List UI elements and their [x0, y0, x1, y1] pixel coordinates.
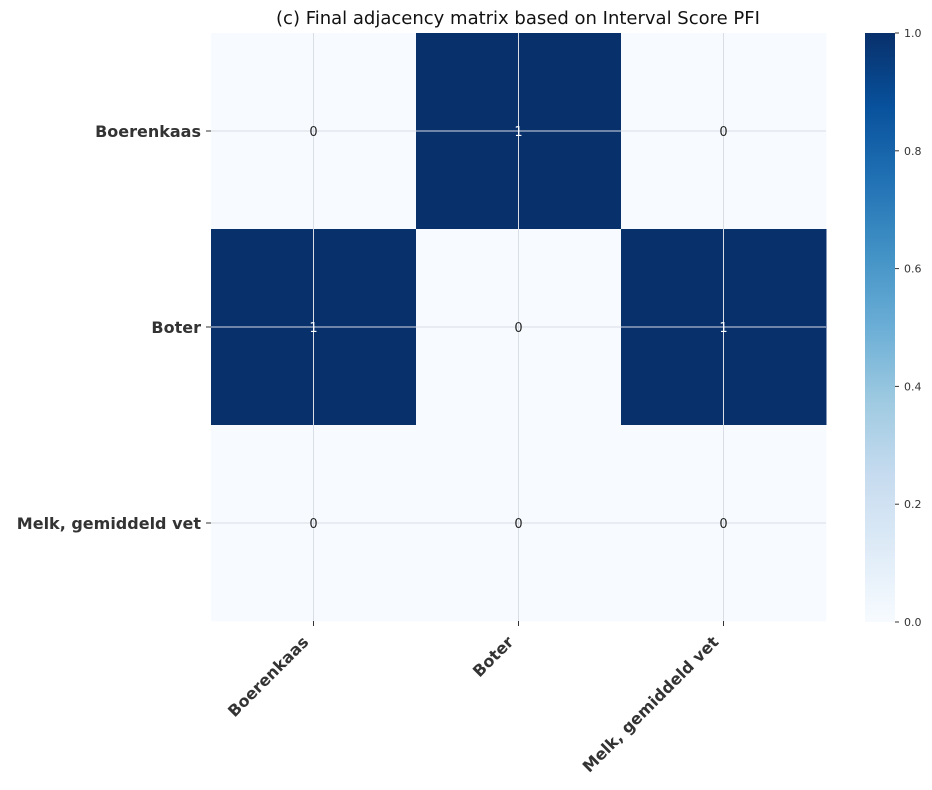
- colorbar-tick-label: 0.2: [904, 498, 922, 511]
- cell-value-label: 1: [719, 321, 727, 336]
- cell-value-label: 1: [514, 125, 522, 140]
- cell-value-label: 0: [309, 125, 317, 140]
- colorbar-tick-label: 1.0: [904, 27, 922, 40]
- colorbar-tick-label: 0.8: [904, 145, 922, 158]
- colorbar-ticks: 0.0 0.2 0.4 0.6 0.8 1.0: [895, 27, 922, 629]
- colorbar: 0.0 0.2 0.4 0.6 0.8 1.0: [865, 27, 922, 629]
- cell-labels: 0 1 0 1 0 1 0 0 0: [309, 125, 727, 532]
- y-tick-label: Boter: [151, 318, 201, 337]
- cell-value-label: 0: [514, 321, 522, 336]
- colorbar-gradient: [865, 33, 895, 622]
- x-tick-label: Boter: [469, 632, 518, 681]
- gridlines: [211, 33, 826, 621]
- cell-value-label: 0: [719, 125, 727, 140]
- x-axis-ticks: Boerenkaas Boter Melk, gemiddeld vet: [224, 621, 724, 776]
- cell-value-label: 0: [309, 517, 317, 532]
- x-tick-label: Boerenkaas: [224, 632, 312, 720]
- cell-value-label: 0: [514, 517, 522, 532]
- x-tick-label: Melk, gemiddeld vet: [579, 632, 723, 776]
- cell-value-label: 0: [719, 517, 727, 532]
- y-tick-label: Boerenkaas: [95, 122, 201, 141]
- colorbar-tick-label: 0.6: [904, 263, 922, 276]
- chart-title: (c) Final adjacency matrix based on Inte…: [276, 8, 760, 29]
- colorbar-tick-label: 0.4: [904, 380, 922, 393]
- cell-value-label: 1: [309, 321, 317, 336]
- y-tick-label: Melk, gemiddeld vet: [17, 514, 202, 533]
- y-axis-ticks: Boerenkaas Boter Melk, gemiddeld vet: [17, 122, 211, 533]
- colorbar-tick-label: 0.0: [904, 616, 922, 629]
